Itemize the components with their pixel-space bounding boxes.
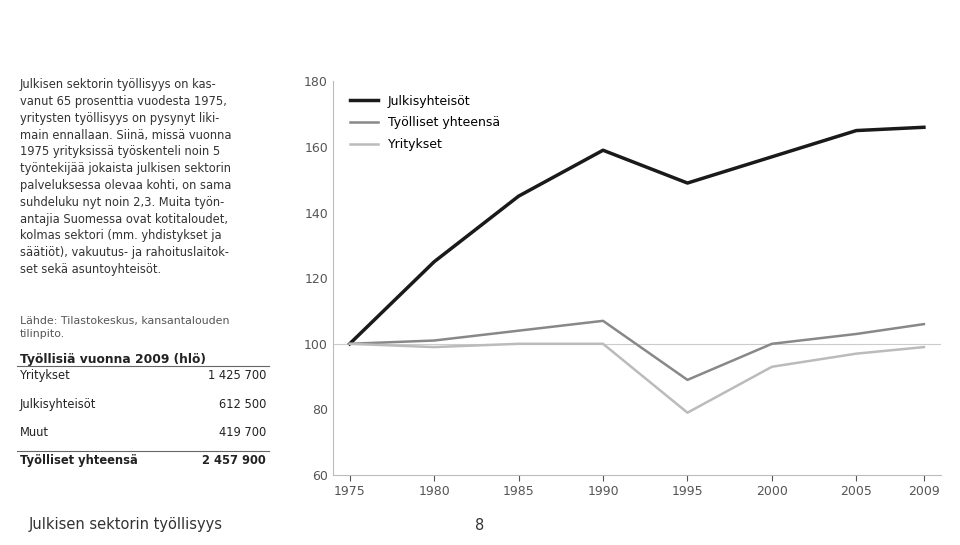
Text: 8: 8 <box>475 518 485 532</box>
Text: Muut: Muut <box>19 426 49 439</box>
Text: Yritykset: Yritykset <box>19 370 70 383</box>
Text: Lähde: Tilastokeskus, kansantalouden
tilinpito.: Lähde: Tilastokeskus, kansantalouden til… <box>19 316 229 339</box>
Text: Julkisen sektorin työllisyys on kas-
vanut 65 prosenttia vuodesta 1975,
yrityste: Julkisen sektorin työllisyys on kas- van… <box>19 78 231 276</box>
Text: 612 500: 612 500 <box>219 398 266 410</box>
Text: Julkisen sektorin työllisyys: Julkisen sektorin työllisyys <box>29 518 223 532</box>
Text: Työllisiä vuonna 2009 (hlö): Työllisiä vuonna 2009 (hlö) <box>19 353 205 366</box>
Text: 1 425 700: 1 425 700 <box>207 370 266 383</box>
Legend: Julkisyhteisöt, Työlliset yhteensä, Yritykset: Julkisyhteisöt, Työlliset yhteensä, Yrit… <box>346 89 505 156</box>
Text: Kuvio 5.: Kuvio 5. <box>295 16 349 31</box>
Text: 1975-2009 (indeksi, 1975=100): 1975-2009 (indeksi, 1975=100) <box>376 52 598 66</box>
Text: Julkisyhteisöjen ja yritysten työvoiman kehitys: Julkisyhteisöjen ja yritysten työvoiman … <box>376 16 699 31</box>
Text: Työlliset yhteensä: Työlliset yhteensä <box>19 454 137 467</box>
Text: 2 457 900: 2 457 900 <box>203 454 266 467</box>
Text: Julkisyhteisöt: Julkisyhteisöt <box>19 398 96 410</box>
Text: 419 700: 419 700 <box>219 426 266 439</box>
